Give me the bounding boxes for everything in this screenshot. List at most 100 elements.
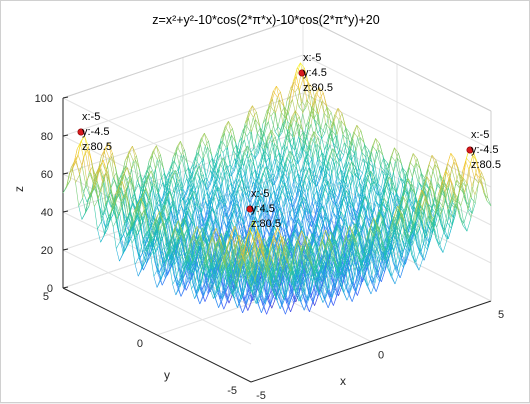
mesh-line: [94, 207, 97, 230]
mesh-line: [79, 206, 82, 220]
mesh-line: [138, 269, 141, 276]
mesh-line: [173, 285, 176, 295]
mesh-line: [232, 128, 235, 142]
mesh-line: [296, 90, 300, 113]
mesh-line: [252, 132, 255, 155]
mesh-line: [119, 254, 122, 261]
mesh-line: [152, 155, 155, 169]
mesh-line: [230, 150, 233, 164]
mesh-line: [174, 161, 178, 169]
mesh-line: [390, 161, 393, 172]
mesh-line: [208, 141, 211, 155]
mesh-line: [412, 163, 416, 177]
mesh-line: [97, 221, 101, 229]
mesh-line: [271, 111, 274, 116]
mesh-line: [309, 159, 312, 165]
mesh-line: [116, 241, 120, 249]
mesh-line: [366, 184, 369, 195]
mesh-line: [227, 166, 230, 179]
mesh-line: [157, 280, 160, 288]
mesh-line: [321, 137, 324, 150]
mesh-line: [288, 220, 291, 232]
mesh-line: [176, 286, 179, 295]
mesh-line: [321, 123, 325, 137]
mesh-line: [413, 153, 416, 163]
mesh-line: [409, 167, 412, 177]
mesh-line: [321, 113, 324, 128]
mesh-line: [272, 300, 275, 309]
mesh-line: [225, 126, 229, 133]
mesh-line: [224, 301, 227, 310]
mesh-line: [97, 229, 100, 242]
mesh-line: [223, 148, 226, 153]
mesh-line: [184, 150, 187, 164]
mesh-line: [305, 180, 308, 192]
mesh-line: [156, 146, 159, 160]
mesh-line: [200, 295, 203, 304]
mesh-line: [214, 197, 217, 210]
mesh-line: [247, 132, 250, 137]
mesh-line: [385, 190, 388, 200]
mesh-line: [295, 88, 298, 93]
mesh-line: [180, 141, 184, 149]
y-axis-line: [63, 288, 251, 382]
mesh-line: [324, 194, 327, 205]
mesh-line: [151, 256, 154, 277]
mesh-line: [372, 138, 376, 152]
x-axis-line: [251, 301, 491, 382]
mesh-line: [201, 138, 205, 146]
mesh-line: [82, 214, 85, 219]
mesh-line: [152, 146, 156, 156]
mesh-line: [154, 276, 157, 287]
mesh-line: [340, 134, 343, 150]
mesh-line: [300, 209, 303, 220]
mesh-line: [224, 133, 227, 147]
mesh-line: [94, 199, 98, 207]
mesh-line: [297, 138, 300, 153]
mesh-line: [416, 163, 419, 182]
mesh-line: [118, 216, 121, 239]
mesh-line: [117, 219, 120, 241]
mesh-line: [278, 112, 281, 126]
mesh-line: [91, 193, 94, 206]
mesh-line: [228, 147, 231, 170]
mesh-line: [417, 159, 420, 169]
mesh-line: [353, 125, 357, 139]
mesh-line: [176, 152, 179, 166]
mesh-line: [84, 158, 87, 181]
mesh-line: [325, 118, 328, 133]
mesh-line: [160, 155, 163, 169]
mesh-line: [331, 217, 334, 229]
mesh-line: [76, 183, 79, 206]
mesh-line: [85, 152, 89, 172]
mesh-line: [203, 202, 206, 216]
mesh-line: [342, 203, 345, 214]
mesh-line: [128, 155, 131, 169]
mesh-line: [205, 294, 208, 302]
mesh-line: [135, 264, 138, 276]
mesh-line: [76, 161, 79, 175]
mesh-line: [200, 144, 203, 158]
mesh-line: [162, 278, 165, 285]
mesh-line: [337, 121, 341, 135]
mesh-line: [128, 183, 132, 203]
mesh-line: [353, 139, 356, 151]
mesh-line: [243, 158, 246, 171]
mesh-line: [314, 114, 318, 137]
mesh-line: [293, 122, 296, 137]
mesh-line: [79, 198, 83, 206]
mesh-line: [313, 157, 316, 179]
mesh-line: [199, 160, 202, 165]
mesh-line: [139, 239, 143, 256]
mesh-line: [154, 269, 158, 277]
surface-mesh: [63, 63, 491, 314]
mesh-line: [242, 174, 245, 179]
mesh-line: [78, 155, 82, 166]
mesh-line: [250, 117, 253, 131]
mesh-line: [116, 249, 119, 261]
mesh-line: [409, 153, 413, 167]
mesh-line: [181, 289, 184, 297]
mesh-line: [254, 133, 257, 147]
